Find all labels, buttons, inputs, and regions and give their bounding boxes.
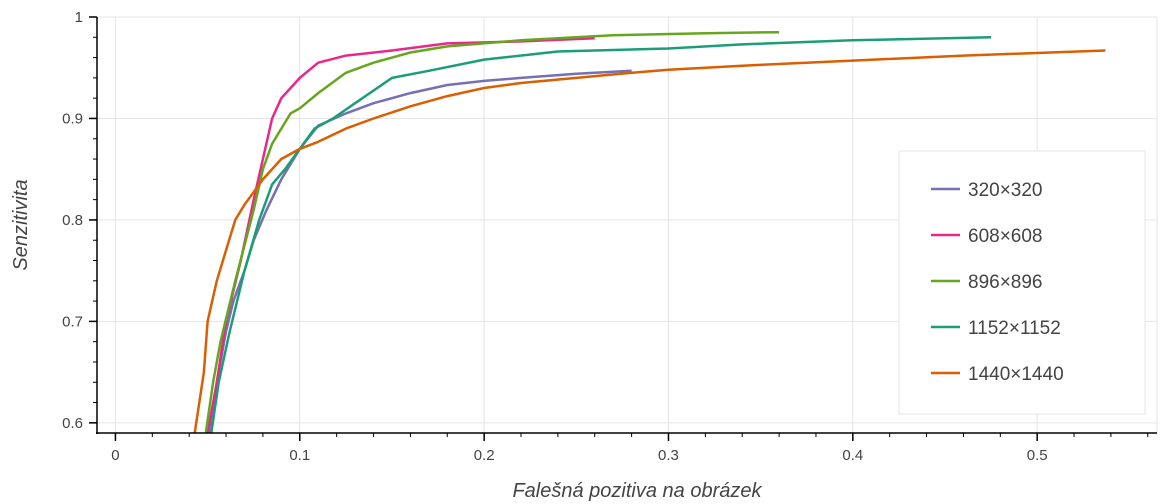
y-tick-label: 0.9 <box>62 110 83 127</box>
y-tick-label: 0.6 <box>62 415 83 432</box>
series-line <box>204 30 780 433</box>
x-tick-label: 0.2 <box>474 447 495 464</box>
x-tick-label: 0.4 <box>842 447 863 464</box>
x-tick-label: 0 <box>111 447 119 464</box>
y-tick-label: 0.8 <box>62 212 83 229</box>
series-line <box>210 36 992 433</box>
series-lines <box>193 30 1106 433</box>
y-tick-label: 0.7 <box>62 313 83 330</box>
y-tick-label: 1 <box>75 9 83 26</box>
x-tick-label: 0.1 <box>289 447 310 464</box>
legend-box <box>898 150 1146 415</box>
x-tick-label: 0.5 <box>1027 447 1048 464</box>
y-axis-label: Senzitivita <box>10 179 32 270</box>
series-line <box>193 49 1106 433</box>
legend-label: 1152×1152 <box>968 318 1061 339</box>
legend-label: 608×608 <box>968 226 1043 247</box>
legend-label: 896×896 <box>968 272 1043 293</box>
x-axis-label: Falešná pozitiva na obrázek <box>512 480 762 502</box>
legend: 320×320 608×608 896×896 1152×1152 1440×1440 <box>898 150 1146 415</box>
legend-label: 320×320 <box>968 180 1043 201</box>
x-tick-label: 0.3 <box>658 447 679 464</box>
axes: 0 0.1 0.2 0.3 0.4 0.5 0.6 0.7 0.8 0.9 1 <box>62 9 1157 464</box>
legend-label: 1440×1440 <box>968 364 1064 385</box>
